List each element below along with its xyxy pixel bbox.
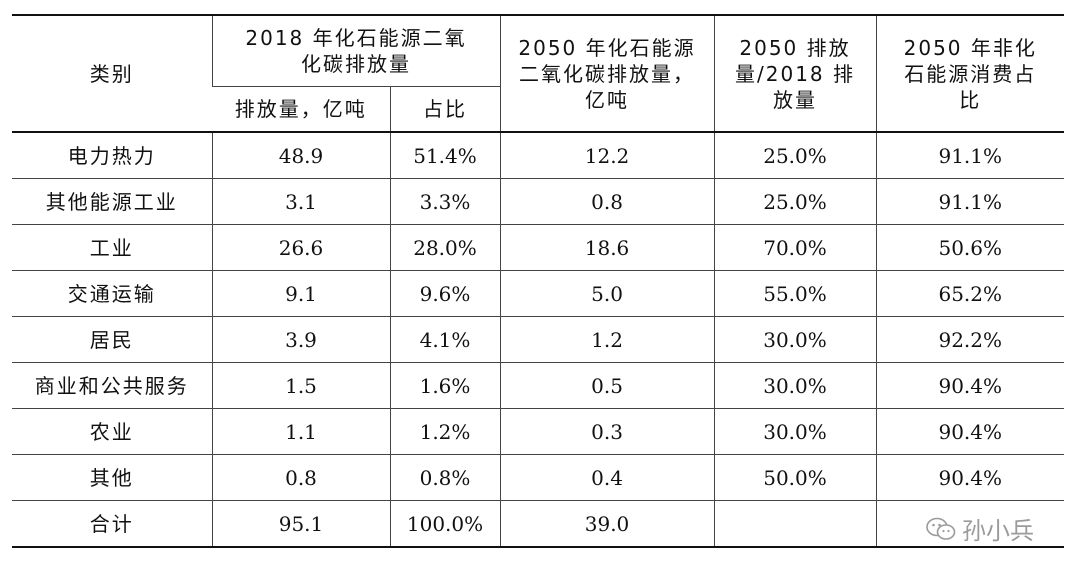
row-emission-2050: 0.3 [499, 408, 715, 455]
row-emission-2050: 1.2 [499, 316, 715, 363]
header-nonfossil: 2050 年非化石能源消费占比 [875, 14, 1065, 132]
header-category: 类别 [12, 14, 212, 132]
total-nonfossil-share [875, 500, 1065, 548]
emissions-table: 类别 2018 年化石能源二氧化碳排放量 2050 年化石能源二氧化碳排放量，亿… [12, 14, 1065, 548]
row-ratio: 50.0% [713, 454, 877, 501]
total-ratio [713, 500, 877, 548]
row-category: 商业和公共服务 [12, 362, 212, 409]
row-emission-2018: 48.9 [211, 131, 390, 179]
row-ratio: 30.0% [713, 316, 877, 363]
row-category: 居民 [12, 316, 212, 363]
row-ratio: 25.0% [713, 178, 877, 225]
wechat-icon [926, 517, 956, 540]
row-nonfossil-share: 92.2% [875, 316, 1065, 363]
row-share-2018: 9.6% [389, 270, 501, 317]
row-emission-2050: 0.4 [499, 454, 715, 501]
row-ratio: 70.0% [713, 224, 877, 271]
row-share-2018: 51.4% [389, 131, 501, 179]
total-emission-2018: 95.1 [211, 500, 390, 548]
header-row-2: 排放量，亿吨 占比 [12, 86, 1064, 132]
header-ratio: 2050 排放量/2018 排放量 [713, 14, 877, 132]
total-row: 合计 95.1 100.0% 39.0 [12, 500, 1065, 548]
row-emission-2018: 9.1 [211, 270, 390, 317]
row-share-2018: 1.2% [389, 408, 501, 455]
row-ratio: 30.0% [713, 362, 877, 409]
row-nonfossil-share: 65.2% [875, 270, 1065, 317]
header-2050-emission: 2050 年化石能源二氧化碳排放量，亿吨 [499, 14, 715, 132]
table-row: 电力热力 48.9 51.4% 12.2 25.0% 91.1% [12, 131, 1065, 179]
row-nonfossil-share: 90.4% [875, 362, 1065, 409]
header-2018-group: 2018 年化石能源二氧化碳排放量 [211, 14, 501, 87]
row-nonfossil-share: 50.6% [875, 224, 1065, 271]
row-ratio: 55.0% [713, 270, 877, 317]
row-emission-2050: 18.6 [499, 224, 715, 271]
row-category: 交通运输 [12, 270, 212, 317]
row-nonfossil-share: 91.1% [875, 178, 1065, 225]
watermark: 孙小兵 [926, 511, 1034, 546]
row-ratio: 25.0% [713, 131, 877, 179]
row-share-2018: 0.8% [389, 454, 501, 501]
row-category: 其他能源工业 [12, 178, 212, 225]
row-share-2018: 1.6% [389, 362, 501, 409]
row-emission-2018: 3.9 [211, 316, 390, 363]
row-emission-2018: 26.6 [211, 224, 390, 271]
row-emission-2018: 3.1 [211, 178, 390, 225]
row-emission-2050: 12.2 [499, 131, 715, 179]
row-share-2018: 4.1% [389, 316, 501, 363]
row-emission-2018: 1.5 [211, 362, 390, 409]
row-ratio: 30.0% [713, 408, 877, 455]
table-row: 其他 0.8 0.8% 0.4 50.0% 90.4% [12, 454, 1065, 501]
table-row: 商业和公共服务 1.5 1.6% 0.5 30.0% 90.4% [12, 362, 1065, 409]
total-emission-2050: 39.0 [499, 500, 715, 548]
watermark-text: 孙小兵 [962, 517, 1034, 545]
row-category: 电力热力 [12, 131, 212, 179]
table-row: 居民 3.9 4.1% 1.2 30.0% 92.2% [12, 316, 1065, 363]
table-row: 工业 26.6 28.0% 18.6 70.0% 50.6% [12, 224, 1065, 271]
row-share-2018: 28.0% [389, 224, 501, 271]
table-row: 交通运输 9.1 9.6% 5.0 55.0% 65.2% [12, 270, 1065, 317]
row-category: 工业 [12, 224, 212, 271]
row-nonfossil-share: 90.4% [875, 408, 1065, 455]
row-emission-2050: 5.0 [499, 270, 715, 317]
total-category: 合计 [12, 500, 212, 548]
table-row: 农业 1.1 1.2% 0.3 30.0% 90.4% [12, 408, 1065, 455]
row-category: 农业 [12, 408, 212, 455]
row-nonfossil-share: 90.4% [875, 454, 1065, 501]
row-emission-2018: 1.1 [211, 408, 390, 455]
header-emission-sub: 排放量，亿吨 [212, 86, 390, 132]
table-row: 其他能源工业 3.1 3.3% 0.8 25.0% 91.1% [12, 178, 1065, 225]
row-emission-2050: 0.5 [499, 362, 715, 409]
total-share-2018: 100.0% [389, 500, 501, 548]
row-share-2018: 3.3% [389, 178, 501, 225]
row-emission-2018: 0.8 [211, 454, 390, 501]
row-emission-2050: 0.8 [499, 178, 715, 225]
header-share-sub: 占比 [389, 86, 501, 132]
row-nonfossil-share: 91.1% [875, 131, 1065, 179]
row-category: 其他 [12, 454, 212, 501]
header-row-1: 类别 2018 年化石能源二氧化碳排放量 2050 年化石能源二氧化碳排放量，亿… [12, 14, 1065, 132]
